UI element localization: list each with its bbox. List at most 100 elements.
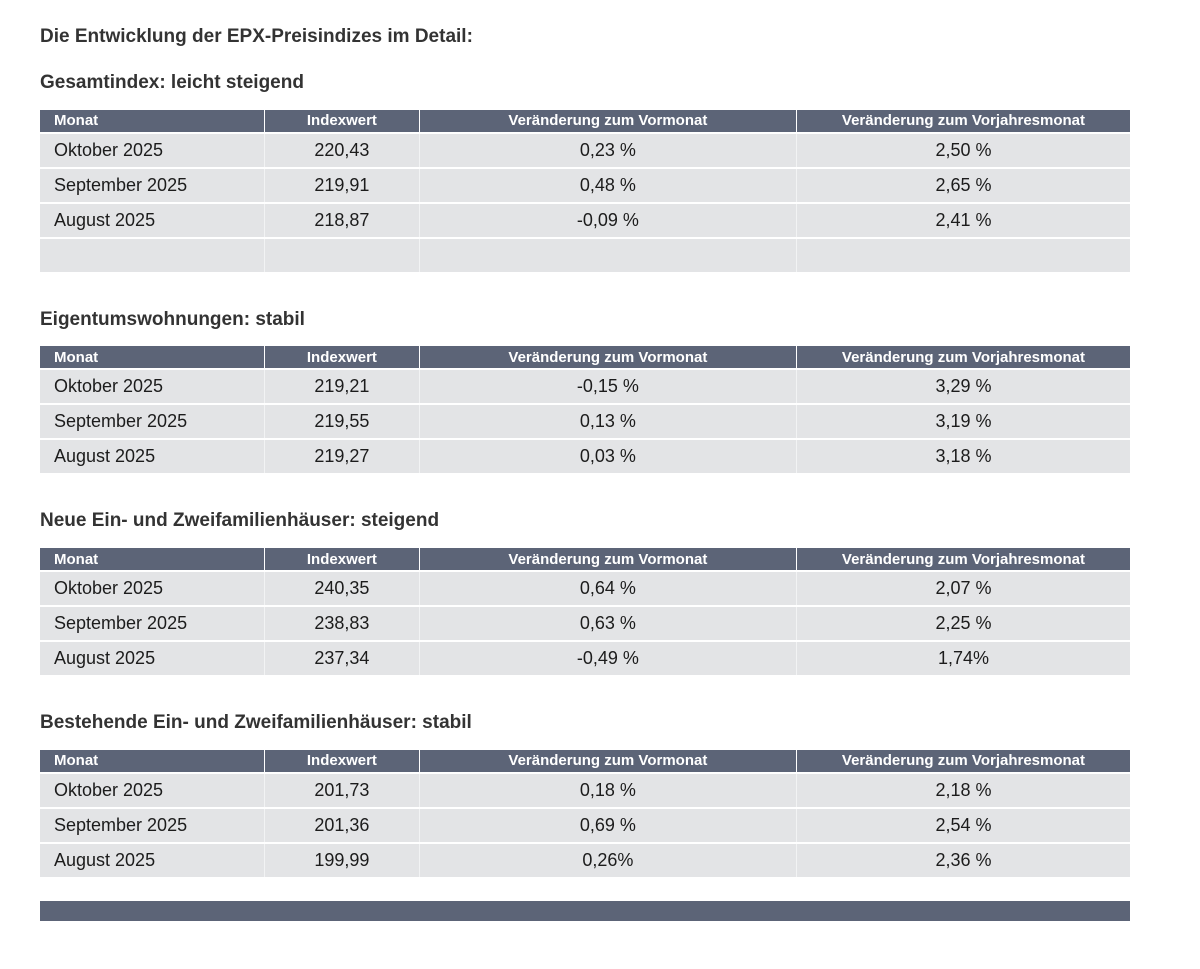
table-row: September 2025 238,83 0,63 % 2,25 % [40, 606, 1130, 643]
table-row: September 2025 219,91 0,48 % 2,65 % [40, 167, 1130, 204]
column-header: Monat [40, 109, 266, 134]
index-section: Eigentumswohnungen: stabil Monat Indexwert… [40, 309, 1130, 474]
table-cell: -0,09 % [419, 202, 797, 239]
table-cell: September 2025 [40, 807, 266, 844]
table-cell: Oktober 2025 [40, 369, 266, 406]
column-header: Monat [40, 346, 266, 371]
table-cell: 0,03 % [419, 439, 797, 474]
table-cell: 0,18 % [419, 772, 797, 809]
table-row: Oktober 2025 219,21 -0,15 % 3,29 % [40, 369, 1130, 406]
table-row: August 2025 218,87 -0,09 % 2,41 % [40, 202, 1130, 239]
column-header: Veränderung zum Vormonat [419, 548, 797, 573]
table-cell: 219,91 [264, 167, 420, 204]
table-cell: 199,99 [264, 842, 420, 877]
table-row: Oktober 2025 201,73 0,18 % 2,18 % [40, 772, 1130, 809]
table-cell: September 2025 [40, 404, 266, 441]
table-header-row: Monat Indexwert Veränderung zum Vormonat Ve… [40, 109, 1130, 134]
index-section: Neue Ein- und Zweifamilienhäuser: steige… [40, 510, 1130, 676]
section-heading: Neue Ein- und Zweifamilienhäuser: steige… [40, 510, 440, 532]
table-cell: 240,35 [264, 571, 420, 608]
index-section: Gesamtindex: leicht steigend Monat Indexwe… [40, 72, 1130, 272]
section-heading: Bestehende Ein- und Zweifamilienhäuser: … [40, 712, 472, 734]
table-row-empty [40, 237, 1130, 272]
table-cell: 219,55 [264, 404, 420, 441]
table-cell: 220,43 [264, 132, 420, 169]
table-header-row: Monat Indexwert Veränderung zum Vormonat Ve… [40, 346, 1130, 371]
table-row: August 2025 199,99 0,26% 2,36 % [40, 842, 1130, 877]
column-header: Veränderung zum Vormonat [419, 346, 797, 371]
column-header: Monat [40, 749, 266, 774]
table-cell: 2,18 % [796, 772, 1130, 809]
column-header: Indexwert [264, 346, 420, 371]
price-index-table: Monat Indexwert Veränderung zum Vormonat Ve… [40, 548, 1130, 676]
table-row: August 2025 237,34 -0,49 % 1,74% [40, 641, 1130, 676]
table-cell: 3,19 % [796, 404, 1130, 441]
table-cell: 2,41 % [796, 202, 1130, 239]
table-row: Oktober 2025 220,43 0,23 % 2,50 % [40, 132, 1130, 169]
table-cell: 0,69 % [419, 807, 797, 844]
price-index-table: Monat Indexwert Veränderung zum Vormonat Ve… [40, 109, 1130, 272]
price-index-table: Monat Indexwert Veränderung zum Vormonat Ve… [40, 749, 1130, 877]
table-cell: 2,36 % [796, 842, 1130, 877]
table-cell: -0,49 % [419, 641, 797, 676]
section-heading: Gesamtindex: leicht steigend [40, 71, 304, 93]
table-cell: September 2025 [40, 167, 266, 204]
article-content: Die Entwicklung der EPX-Preisindizes im … [40, 26, 1130, 921]
table-row: Oktober 2025 240,35 0,64 % 2,07 % [40, 571, 1130, 608]
table-cell: 0,23 % [419, 132, 797, 169]
table-cell: 3,18 % [796, 439, 1130, 474]
table-cell: 2,07 % [796, 571, 1130, 608]
table-cell: August 2025 [40, 641, 266, 676]
table-cell: 3,29 % [796, 369, 1130, 406]
column-header: Veränderung zum Vorjahresmonat [796, 109, 1130, 134]
column-header: Veränderung zum Vorjahresmonat [796, 346, 1130, 371]
table-cell [419, 237, 797, 272]
table-cell: 0,64 % [419, 571, 797, 608]
index-sections-container: Gesamtindex: leicht steigend Monat Indexwe… [40, 72, 1130, 877]
table-cell: August 2025 [40, 439, 266, 474]
column-header: Veränderung zum Vormonat [419, 109, 797, 134]
table-header-row: Monat Indexwert Veränderung zum Vormonat Ve… [40, 749, 1130, 774]
table-cell: Oktober 2025 [40, 571, 266, 608]
table-header-row: Monat Indexwert Veränderung zum Vormonat Ve… [40, 548, 1130, 573]
table-cell: -0,15 % [419, 369, 797, 406]
column-header: Monat [40, 548, 266, 573]
table-cell [264, 237, 420, 272]
table-cell: 1,74% [796, 641, 1130, 676]
table-cell: 201,73 [264, 772, 420, 809]
table-cell: 0,26% [419, 842, 797, 877]
table-cell: 0,48 % [419, 167, 797, 204]
table-cell: 2,50 % [796, 132, 1130, 169]
section-heading: Eigentumswohnungen: stabil [40, 308, 305, 330]
table-cell: 2,65 % [796, 167, 1130, 204]
table-cell: August 2025 [40, 842, 266, 877]
index-section: Bestehende Ein- und Zweifamilienhäuser: … [40, 712, 1130, 877]
table-cell: 201,36 [264, 807, 420, 844]
table-cell: 238,83 [264, 606, 420, 643]
table-cell: Oktober 2025 [40, 772, 266, 809]
table-cell: Oktober 2025 [40, 132, 266, 169]
table-cell [796, 237, 1130, 272]
table-row: August 2025 219,27 0,03 % 3,18 % [40, 439, 1130, 474]
table-cell: 0,63 % [419, 606, 797, 643]
table-cell: 0,13 % [419, 404, 797, 441]
table-row: September 2025 201,36 0,69 % 2,54 % [40, 807, 1130, 844]
table-cell: 219,27 [264, 439, 420, 474]
table-row: September 2025 219,55 0,13 % 3,19 % [40, 404, 1130, 441]
table-cell [40, 237, 266, 272]
page-title: Die Entwicklung der EPX-Preisindizes im … [40, 26, 473, 47]
table-cell: 237,34 [264, 641, 420, 676]
next-table-header-partial [40, 900, 1130, 921]
table-cell: September 2025 [40, 606, 266, 643]
column-header: Indexwert [264, 548, 420, 573]
column-header: Indexwert [264, 749, 420, 774]
table-cell: 218,87 [264, 202, 420, 239]
table-cell: 2,54 % [796, 807, 1130, 844]
table-cell: 219,21 [264, 369, 420, 406]
column-header: Veränderung zum Vorjahresmonat [796, 548, 1130, 573]
column-header: Veränderung zum Vormonat [419, 749, 797, 774]
price-index-table: Monat Indexwert Veränderung zum Vormonat Ve… [40, 346, 1130, 474]
column-header: Indexwert [264, 109, 420, 134]
column-header: Veränderung zum Vorjahresmonat [796, 749, 1130, 774]
table-cell: 2,25 % [796, 606, 1130, 643]
